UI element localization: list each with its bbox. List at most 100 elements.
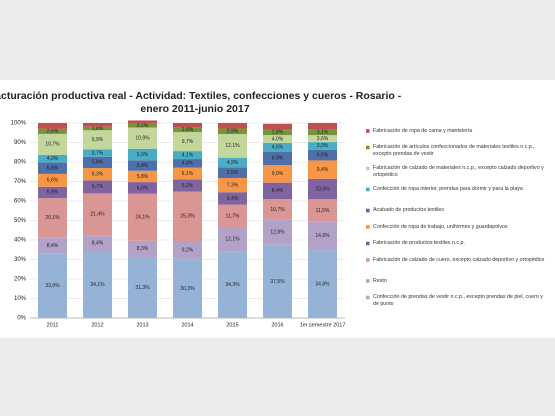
x-tick-label: 2012	[91, 322, 103, 328]
y-tick-label: 70%	[14, 179, 27, 185]
bar-segment	[83, 123, 112, 127]
bar-segment	[173, 132, 202, 152]
bar-segment	[83, 168, 112, 181]
y-tick-label: 90%	[14, 140, 27, 146]
data-label: 10,5%	[315, 186, 330, 192]
bar-segment	[308, 199, 337, 222]
data-label: 3,6%	[317, 136, 329, 142]
legend-swatch	[366, 279, 370, 283]
bar-segment	[83, 193, 112, 236]
bar-segment	[263, 123, 292, 130]
bar-segment	[218, 157, 247, 168]
legend-label: Acabado de productos textiles	[373, 207, 444, 214]
bar-segment	[173, 151, 202, 160]
y-tick-label: 40%	[14, 238, 27, 244]
data-label: 4,5%	[272, 145, 284, 151]
data-label: 6,9%	[272, 156, 284, 162]
data-label: 37,5%	[270, 279, 285, 285]
legend-entry: Fabricación de productos textiles n.c.p.	[366, 240, 465, 246]
data-label: 34,3%	[225, 282, 240, 288]
x-tick-label: 2015	[226, 322, 238, 328]
data-label: 25,3%	[180, 214, 195, 220]
legend-text-box: Confección de ropa de trabajo, uniformes…	[373, 223, 508, 230]
data-label: 4,0%	[272, 136, 284, 142]
bar-segment	[128, 182, 157, 194]
legend-swatch	[366, 295, 370, 300]
bar-segment	[173, 123, 202, 128]
legend-entry: Confección de ropa de trabajo, uniformes…	[366, 223, 508, 230]
data-label: 10,7%	[45, 142, 60, 148]
bar-segment	[308, 160, 337, 179]
bar-segment	[263, 244, 292, 318]
data-label: 20,1%	[45, 215, 60, 221]
legend-entry: Fabricación de calzado de cuero, excepto…	[366, 257, 544, 263]
data-label: 4,0%	[47, 156, 59, 162]
data-label: 5,9%	[137, 152, 149, 158]
data-label: 3,1%	[317, 129, 329, 135]
bar-segment	[218, 177, 247, 193]
bar-segment	[263, 199, 292, 220]
data-label: 5,5%	[317, 152, 329, 158]
legend-label: Confección de ropa de trabajo, uniformes…	[373, 223, 508, 230]
bar-segment	[263, 182, 292, 200]
legend-entry: Resto	[366, 277, 387, 284]
bar-segment	[173, 179, 202, 192]
bar-segment	[308, 123, 337, 130]
bar-segment	[173, 167, 202, 180]
data-label: 21,4%	[90, 212, 105, 218]
bar-segment	[308, 221, 337, 251]
data-label: 9,0%	[272, 171, 284, 177]
y-tick-label: 50%	[14, 218, 27, 224]
bar-segment	[218, 204, 247, 228]
data-label: 8,4%	[92, 241, 104, 247]
legend-text-box: Resto	[373, 277, 387, 284]
data-label: 3,9%	[317, 143, 329, 149]
legend-text-box: Fabricación de productos textiles n.c.p.	[373, 240, 465, 246]
legend-swatch	[366, 258, 370, 262]
bar-segment	[128, 240, 157, 257]
legend-label: Fabricación de artículos confeccionados …	[373, 144, 535, 157]
bar-segment	[173, 159, 202, 168]
data-label: 6,1%	[182, 171, 194, 177]
bar-segment	[128, 123, 157, 128]
legend-entry: Fabricación de artículos confeccionados …	[366, 144, 535, 157]
data-label: 4,1%	[182, 152, 194, 158]
y-tick-label: 100%	[11, 121, 27, 127]
bar-segment	[173, 191, 202, 241]
x-tick-label: 2014	[181, 322, 193, 328]
bar-segment	[83, 251, 112, 318]
bar-segment	[308, 178, 337, 200]
chart-title: enero 2011-junio 2017	[140, 103, 249, 115]
data-label: 2,1%	[137, 123, 149, 129]
y-tick-label: 20%	[14, 277, 27, 283]
bar-segment	[128, 127, 157, 149]
data-label: 9,9%	[92, 137, 104, 143]
bar-segment	[38, 173, 67, 187]
data-label: 11,7%	[226, 213, 240, 219]
data-label: 9,2%	[182, 247, 194, 253]
bar-segment	[263, 135, 292, 143]
data-label: 5,4%	[137, 163, 149, 169]
bar-segment	[83, 126, 112, 131]
data-label: 8,3%	[137, 246, 149, 252]
legend-swatch	[366, 187, 370, 192]
bar-segment	[38, 123, 67, 129]
bar-segment	[218, 167, 247, 178]
bar-segment	[83, 149, 112, 157]
bar-segment	[38, 133, 67, 155]
bar-segment	[173, 258, 202, 318]
bar-segment	[218, 251, 247, 318]
legend-label: Resto	[373, 277, 387, 284]
data-label: 7,3%	[227, 182, 239, 188]
x-tick-label: 2013	[136, 322, 148, 328]
y-tick-label: 80%	[14, 160, 27, 166]
data-label: 12,8%	[270, 230, 285, 236]
data-label: 30,3%	[180, 286, 195, 292]
legend-swatch	[366, 241, 370, 246]
data-label: 8,4%	[47, 243, 59, 249]
data-label: 6,4%	[227, 196, 239, 202]
bar-segment	[38, 198, 67, 238]
legend-entry: Confección de prendas de vestir n.c.p., …	[366, 294, 543, 307]
legend-text-box: Fabricación de calzado de materiales n.c…	[373, 165, 544, 177]
